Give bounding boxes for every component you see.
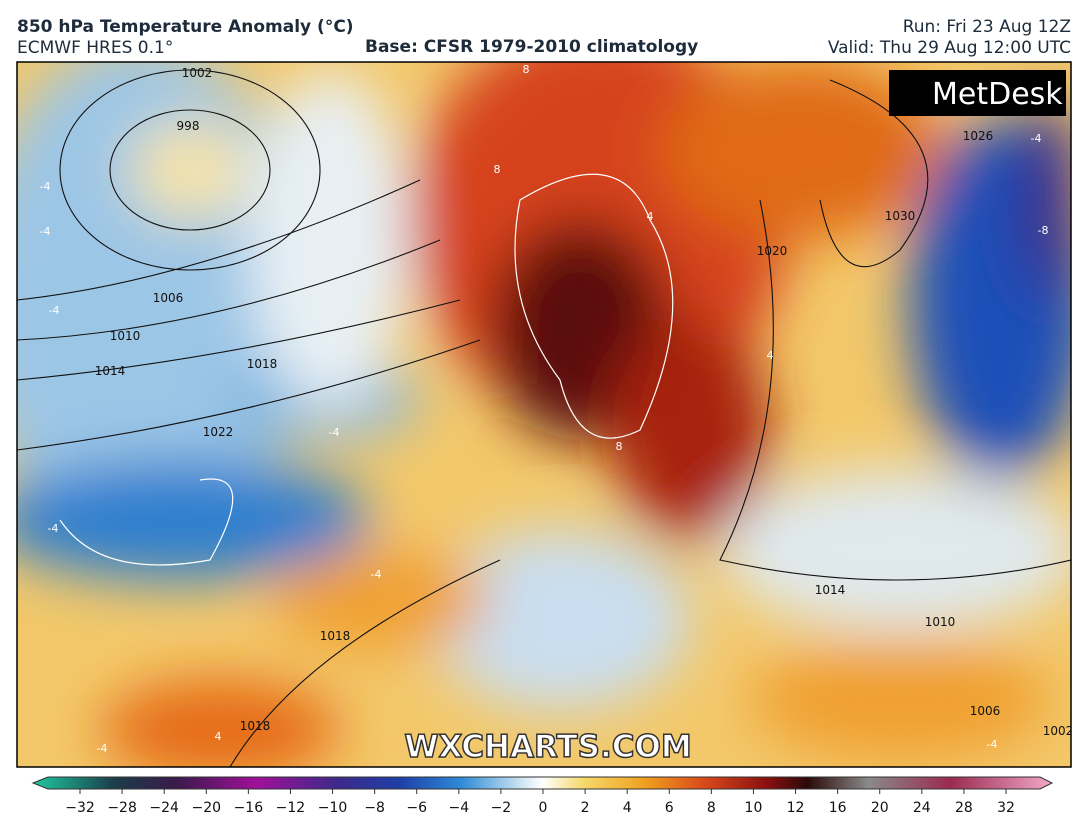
isobar-label: 1018 [240,719,271,733]
title: 850 hPa Temperature Anomaly (°C) [17,17,354,37]
colorbar-tick-label: −6 [406,800,427,816]
colorbar-tick-label: −32 [65,800,95,816]
colorbar-tick-label: −10 [318,800,348,816]
anomaly-label: 8 [523,63,530,76]
colorbar-tick-label: −24 [149,800,179,816]
colorbar-tick-label: 32 [997,800,1015,816]
isobar-label: 1018 [320,629,351,643]
base: Base: CFSR 1979-2010 climatology [365,37,698,57]
run: Run: Fri 23 Aug 12Z [903,17,1071,37]
model: ECMWF HRES 0.1° [17,38,173,58]
colorbar-tick-label: 12 [787,800,805,816]
anomaly-label: -4 [49,304,60,317]
colorbar-tick-label: −8 [364,800,385,816]
map: MetDesk WXCHARTS.COM 1002 998 1006 1010 1014… [17,62,1074,767]
colorbar-tick-label: −28 [107,800,137,816]
colorbar-tick-label: 8 [707,800,716,816]
anomaly-label: 8 [494,163,501,176]
anomaly-label: 4 [647,210,654,223]
anomaly-label: 4 [215,730,222,743]
colorbar-tick-label: −2 [491,800,512,816]
isobar-label: 1002 [182,66,213,80]
isobar-label: 1010 [925,615,956,629]
colorbar-tick-label: 10 [745,800,763,816]
isobar-label: 1014 [95,364,126,378]
colorbar-tick-label: 20 [871,800,889,816]
anomaly-label: -8 [1038,224,1049,237]
anomaly-label: 8 [616,440,623,453]
colorbar-tick-label: −20 [191,800,221,816]
colorbar-tick-label: 16 [829,800,847,816]
anomaly-label: -4 [40,225,51,238]
colorbar-tick-label: 28 [955,800,973,816]
colorbar-tick-label: 24 [913,800,931,816]
isobar-label: 1006 [153,291,184,305]
colorbar-tick-label: 6 [665,800,674,816]
colorbar-tick-label: −4 [448,800,469,816]
isobar-label: 1022 [203,425,234,439]
map-frame [16,61,1072,768]
logo: MetDesk [932,77,1063,112]
isobar-label: 1014 [815,583,846,597]
isobar-label: 1026 [963,129,994,143]
isobar-label: 1018 [247,357,278,371]
watermark: WXCHARTS.COM [404,729,691,765]
colorbar-tick-label: −16 [234,800,264,816]
colorbar-tick-label: 4 [623,800,632,816]
isobar-label: 1006 [970,704,1001,718]
colorbar [31,776,1054,790]
anomaly-label: -4 [48,522,59,535]
isobar-label: 1020 [757,244,788,258]
anomaly-label: -4 [97,742,108,755]
anomaly-label: -4 [987,738,998,751]
anomaly-label: -4 [329,426,340,439]
isobar-label: 1030 [885,209,916,223]
colorbar-tick-label: −12 [276,800,306,816]
colorbar-tick-label: 2 [581,800,590,816]
isobar-label: 1002 [1043,724,1074,738]
anomaly-label: -4 [40,180,51,193]
anomaly-label: -4 [371,568,382,581]
isobar-label: 998 [177,119,200,133]
anomaly-label: 4 [767,349,774,362]
isobar-label: 1010 [110,329,141,343]
colorbar-tick-label: 0 [539,800,548,816]
anomaly-label: -4 [1031,132,1042,145]
valid: Valid: Thu 29 Aug 12:00 UTC [828,38,1071,58]
